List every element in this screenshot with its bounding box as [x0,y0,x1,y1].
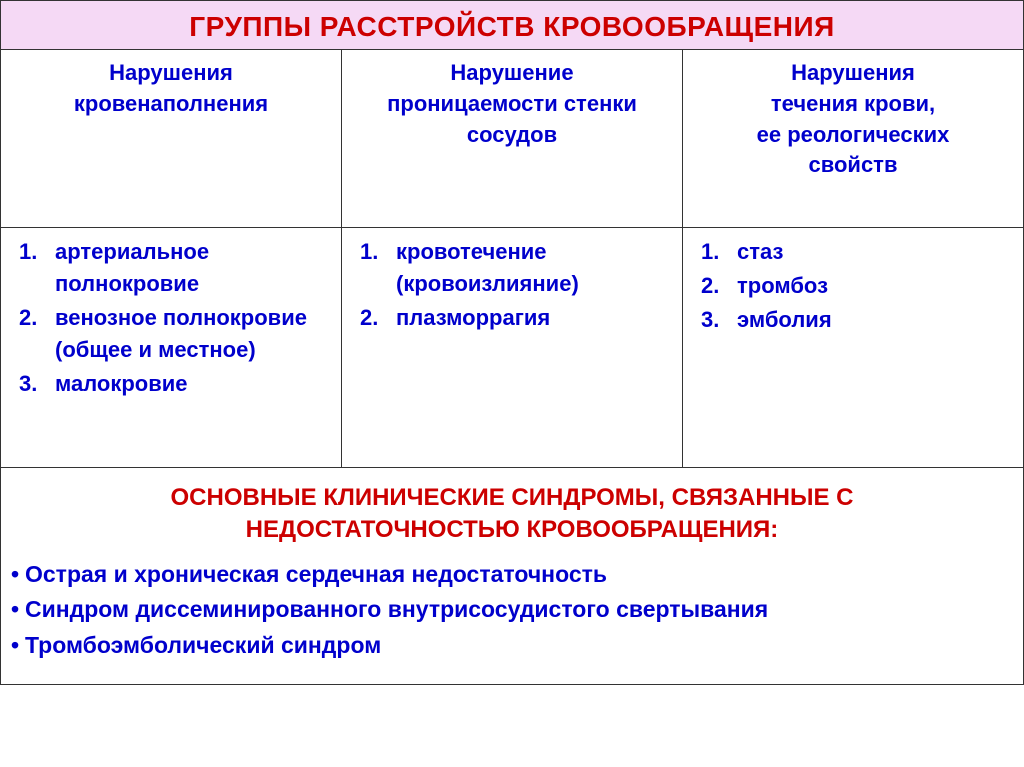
list-num: 1. [360,236,396,300]
col-header-2-line: ее реологических [695,120,1011,151]
list-text: стаз [737,236,783,268]
footer-bullet-item: •Тромбоэмболический синдром [11,628,1015,664]
classification-table: Нарушения кровенаполнения Нарушение прон… [0,49,1024,468]
list-item: 2.венозное полнокровие (общее и местное) [19,302,329,366]
list-item: 3.малокровие [19,368,329,400]
bullet-text: Синдром диссеминированного внутрисосудис… [25,596,768,622]
list-text: эмболия [737,304,832,336]
list-text: артериальное полнокровие [55,236,329,300]
cell-0-0: 1.артериальное полнокровие 2.венозное по… [1,228,342,468]
cell-0-2: 1.стаз 2.тромбоз 3.эмболия [683,228,1024,468]
footer-title-line: НЕДОСТАТОЧНОСТЬЮ КРОВООБРАЩЕНИЯ: [9,514,1015,546]
list-item: 1.кровотечение (кровоизлияние) [360,236,670,300]
footer-title: ОСНОВНЫЕ КЛИНИЧЕСКИЕ СИНДРОМЫ, СВЯЗАННЫЕ… [9,482,1015,547]
list-text: кровотечение (кровоизлияние) [396,236,670,300]
col-header-2-line: течения крови, [695,89,1011,120]
col-header-1: Нарушение проницаемости стенки сосудов [342,50,683,228]
col-header-0-line: Нарушения [13,58,329,89]
list-item: 3.эмболия [701,304,1011,336]
list-num: 2. [360,302,396,334]
footer-title-line: ОСНОВНЫЕ КЛИНИЧЕСКИЕ СИНДРОМЫ, СВЯЗАННЫЕ… [9,482,1015,514]
list-col-1: 1.кровотечение (кровоизлияние) 2.плазмор… [354,236,670,334]
list-num: 1. [19,236,55,300]
list-item: 1.артериальное полнокровие [19,236,329,300]
list-item: 2.плазморрагия [360,302,670,334]
col-header-2: Нарушения течения крови, ее реологически… [683,50,1024,228]
list-num: 2. [701,270,737,302]
footer-section: ОСНОВНЫЕ КЛИНИЧЕСКИЕ СИНДРОМЫ, СВЯЗАННЫЕ… [0,468,1024,685]
list-col-2: 1.стаз 2.тромбоз 3.эмболия [695,236,1011,336]
bullet-text: Тромбоэмболический синдром [25,632,381,658]
col-header-2-line: Нарушения [695,58,1011,89]
list-num: 2. [19,302,55,366]
footer-bullet-list: •Острая и хроническая сердечная недостат… [9,557,1015,664]
bullet-text: Острая и хроническая сердечная недостато… [25,561,607,587]
list-text: малокровие [55,368,188,400]
col-header-1-line: проницаемости стенки [354,89,670,120]
list-num: 1. [701,236,737,268]
footer-bullet-item: •Острая и хроническая сердечная недостат… [11,557,1015,593]
list-item: 2.тромбоз [701,270,1011,302]
cell-0-1: 1.кровотечение (кровоизлияние) 2.плазмор… [342,228,683,468]
list-text: венозное полнокровие (общее и местное) [55,302,329,366]
bullet-icon: • [11,592,25,628]
col-header-2-line: свойств [695,150,1011,181]
bullet-icon: • [11,628,25,664]
list-num: 3. [19,368,55,400]
list-text: тромбоз [737,270,828,302]
slide-title: ГРУППЫ РАССТРОЙСТВ КРОВООБРАЩЕНИЯ [0,0,1024,49]
col-header-0-line: кровенаполнения [13,89,329,120]
col-header-1-line: Нарушение [354,58,670,89]
list-num: 3. [701,304,737,336]
list-item: 1.стаз [701,236,1011,268]
col-header-0: Нарушения кровенаполнения [1,50,342,228]
list-col-0: 1.артериальное полнокровие 2.венозное по… [13,236,329,399]
col-header-1-line: сосудов [354,120,670,151]
bullet-icon: • [11,557,25,593]
footer-bullet-item: •Синдром диссеминированного внутрисосуди… [11,592,1015,628]
list-text: плазморрагия [396,302,550,334]
